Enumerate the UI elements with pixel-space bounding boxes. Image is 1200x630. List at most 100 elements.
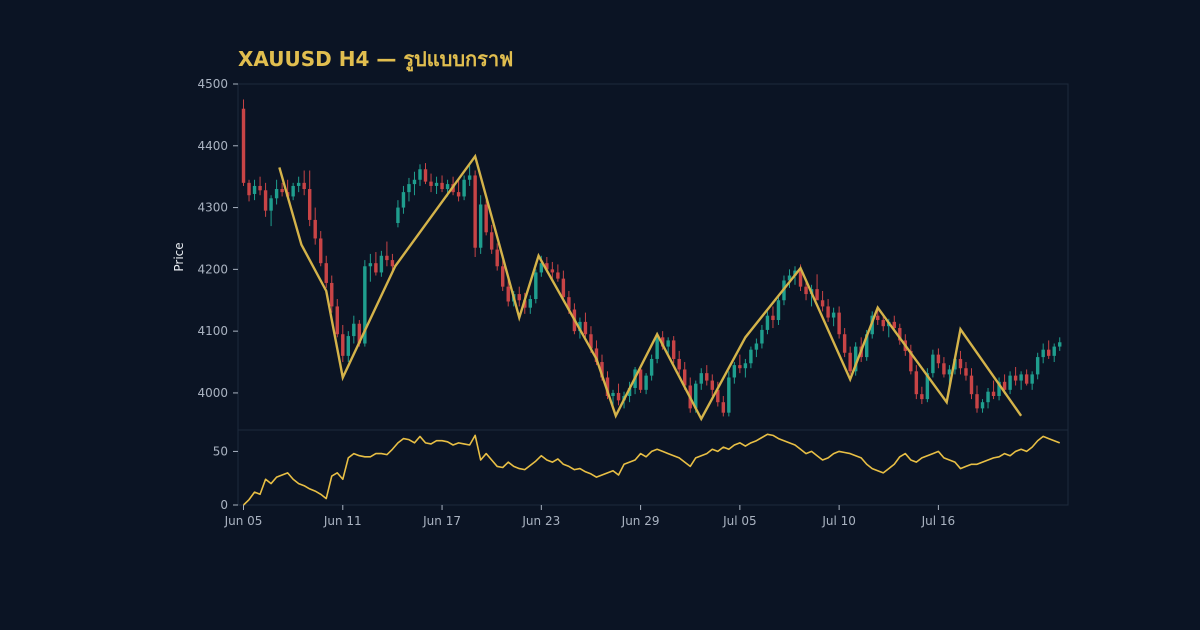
candle-body [258, 185, 262, 191]
candle-body [655, 337, 659, 359]
candle-body [798, 270, 803, 287]
candle-body [291, 185, 295, 197]
candle-body [743, 363, 748, 369]
candle-body [484, 204, 488, 233]
candle-body [429, 181, 433, 186]
candle-body [556, 272, 560, 279]
candle-body [787, 275, 792, 281]
price-panel: 4000 4100 4200 4300 4400 4500 Price [172, 77, 1069, 431]
candle-body [909, 350, 913, 372]
candle-body [363, 266, 367, 344]
candle-body [1030, 374, 1034, 384]
candle-body [241, 108, 246, 183]
candle-body [583, 321, 588, 335]
candle-body [969, 375, 974, 395]
candle-body [539, 263, 544, 273]
candle-body [898, 328, 902, 341]
candle-body [462, 179, 466, 197]
candle-body [456, 192, 461, 197]
candle-body [324, 263, 328, 283]
candle-body [335, 306, 339, 335]
candle-body [534, 272, 538, 300]
candle-body [732, 365, 737, 378]
candle-body [964, 368, 968, 376]
x-tick-label: Jun 17 [422, 514, 461, 528]
candle-body [754, 343, 759, 350]
candle-body [307, 189, 312, 220]
candle-body [600, 362, 604, 378]
candle-body [589, 334, 593, 349]
candle-body [352, 323, 356, 337]
candle-body [842, 334, 847, 353]
candle-body [765, 315, 770, 330]
candle-body [986, 391, 990, 403]
candle-body [616, 392, 621, 401]
candle-body [958, 358, 963, 369]
candle-body [1035, 357, 1040, 375]
candle-body [925, 373, 930, 400]
candle-body [401, 192, 406, 208]
price-y-tick-label: 4200 [197, 262, 228, 276]
candle-body [853, 346, 858, 372]
candle-body [671, 340, 676, 359]
price-y-axis: 4000 4100 4200 4300 4400 4500 [197, 77, 238, 400]
candle-body [931, 354, 935, 374]
x-tick-label: Jun 23 [521, 514, 560, 528]
candle-body [423, 169, 428, 182]
candle-body [528, 299, 533, 308]
candle-body [296, 182, 301, 186]
x-tick-label: Jun 11 [323, 514, 362, 528]
price-y-tick-label: 4500 [197, 77, 228, 91]
candle-body [1024, 374, 1029, 384]
candle-body [776, 300, 781, 321]
price-y-tick-label: 4000 [197, 386, 228, 400]
candle-body [440, 182, 444, 190]
candle-body [627, 387, 632, 397]
candle-body [374, 263, 378, 273]
candle-body [683, 369, 687, 386]
candle-body [638, 369, 643, 390]
candle-body [478, 204, 483, 248]
candle-body [997, 381, 1001, 397]
x-tick-label: Jul 16 [921, 514, 956, 528]
candle-body [666, 340, 670, 347]
candle-body [699, 373, 703, 384]
candle-body [837, 312, 841, 335]
candle-body [379, 255, 384, 273]
candle-body [1019, 374, 1023, 381]
indicator-y-axis: 0 50 [213, 444, 238, 512]
candle-body [936, 354, 941, 364]
price-panel-frame [237, 83, 1069, 431]
candle-body [550, 269, 555, 273]
candle-body [1008, 375, 1012, 390]
candle-body [980, 402, 985, 409]
x-axis: Jun 05 Jun 11 Jun 17 Jun 23 Jun 29 Jul 05 Jul … [224, 505, 956, 528]
candle-body [545, 263, 549, 270]
candle-body [473, 175, 477, 248]
candle-body [611, 392, 615, 397]
candle-body [649, 358, 654, 376]
candle-body [302, 182, 306, 190]
candle-body [346, 336, 351, 356]
indicator-panel: 0 50 [213, 429, 1069, 512]
candle-body [749, 349, 753, 364]
price-y-tick-label: 4300 [197, 201, 228, 215]
candle-body [876, 315, 880, 321]
candle-body [501, 266, 505, 287]
candle-body [407, 184, 411, 193]
candle-body [760, 329, 764, 344]
candle-body [396, 207, 400, 224]
candle-body [793, 270, 797, 276]
candle-body [418, 169, 422, 180]
candle-body [881, 320, 885, 327]
candle-body [523, 300, 527, 308]
candle-body [330, 282, 334, 307]
candle-body [274, 189, 279, 199]
candle-body [826, 306, 830, 318]
x-tick-label: Jul 05 [722, 514, 757, 528]
indicator-y-tick-label: 0 [220, 498, 228, 512]
chart-title: XAUUSD H4 — รูปแบบกราฟ [238, 47, 513, 73]
candle-body [660, 337, 665, 347]
candle-body [694, 383, 698, 409]
